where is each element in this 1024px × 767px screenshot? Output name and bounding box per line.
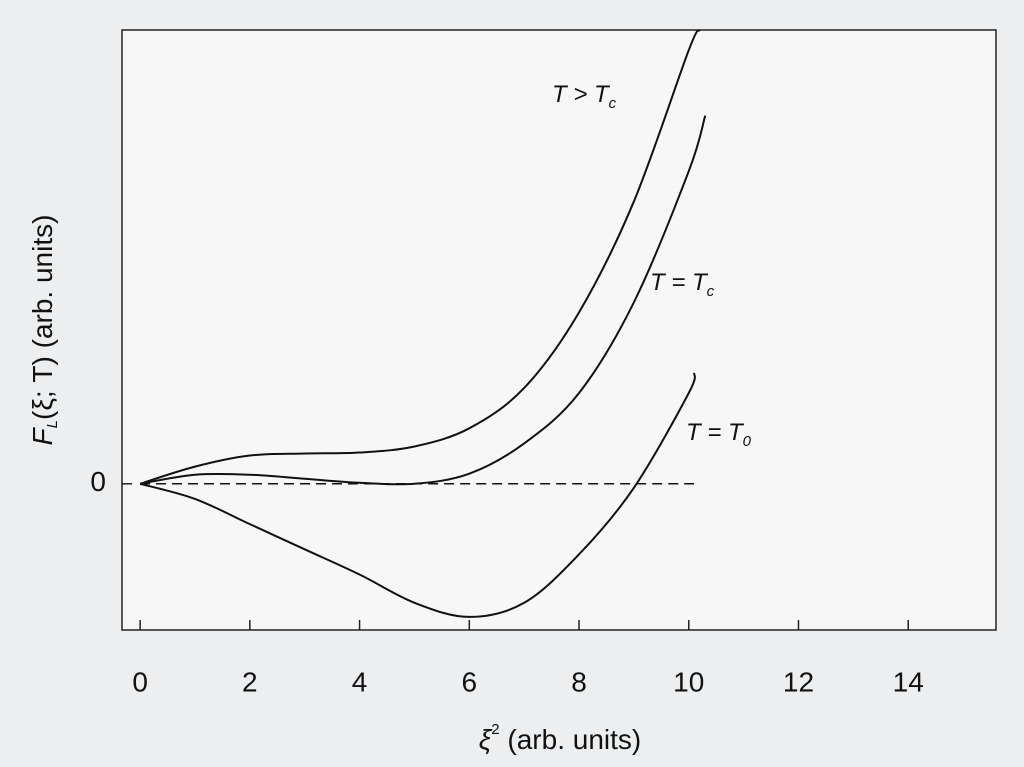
curve (139, 115, 707, 486)
curve-label: T = Tc (650, 269, 715, 300)
y-axis-label: FL(ξ; T) (arb. units) (27, 215, 61, 446)
curve-label: T > Tc (552, 81, 617, 112)
x-label-unit: (arb. units) (500, 724, 642, 755)
plot-area (121, 29, 997, 631)
curve-label-sub: c (609, 95, 617, 112)
curve-label-text: T = T (650, 269, 709, 296)
curve-label-text: T = T (686, 419, 745, 446)
y-label-rest: (ξ; T) (arb. units) (27, 215, 58, 420)
y-label-sub: L (44, 420, 61, 428)
x-label-power: 2 (491, 721, 499, 738)
x-axis-label: ξ2 (arb. units) (479, 721, 641, 755)
x-tick-label: 2 (242, 666, 258, 697)
curve (139, 372, 696, 618)
x-tick-label: 6 (462, 666, 478, 697)
x-tick-label: 0 (132, 666, 148, 697)
x-tick-label: 12 (783, 666, 814, 697)
curve-label: T = T0 (686, 419, 752, 450)
curve-label-sub: 0 (743, 433, 752, 450)
curve-label-sub: c (707, 283, 715, 300)
y-tick-label: 0 (90, 466, 106, 497)
x-tick-label: 10 (673, 666, 704, 697)
x-tick-label: 14 (893, 666, 924, 697)
y-label-symbol: F (27, 426, 58, 445)
x-tick-label: 4 (352, 666, 368, 697)
curve-label-text: T > T (552, 81, 611, 108)
curve (139, 29, 701, 485)
x-label-symbol: ξ (479, 724, 493, 755)
x-tick-label: 8 (571, 666, 587, 697)
